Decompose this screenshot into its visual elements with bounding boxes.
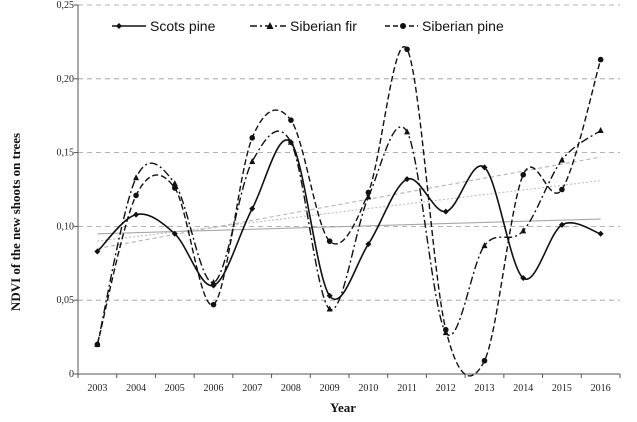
point-siberian-pine-2012 bbox=[442, 326, 449, 333]
point-siberian-fir-2006 bbox=[210, 278, 217, 285]
y-tick-label-3: 0,15 bbox=[57, 148, 75, 159]
point-scots-pine-2005 bbox=[171, 230, 178, 237]
trend-line-siberian-pine bbox=[97, 180, 601, 242]
point-scots-pine-2011 bbox=[404, 176, 411, 183]
x-tick-label-2016: 2016 bbox=[591, 383, 611, 394]
legend: Scots pine Siberian fir Siberian pine bbox=[112, 18, 504, 34]
point-siberian-pine-2006 bbox=[210, 301, 217, 308]
series-line-siberian-fir bbox=[96, 126, 602, 345]
point-siberian-fir-2013 bbox=[481, 242, 488, 249]
legend-marker-siberian-fir bbox=[266, 22, 274, 29]
x-tick-label-2007: 2007 bbox=[242, 383, 262, 394]
series-markers bbox=[94, 46, 604, 364]
x-tick-label-2014: 2014 bbox=[513, 383, 533, 394]
x-tick-label-2015: 2015 bbox=[552, 383, 572, 394]
legend-marker-siberian-pine bbox=[400, 23, 406, 29]
point-scots-pine-2014 bbox=[520, 275, 527, 282]
legend-item-scots-pine: Scots pine bbox=[112, 18, 216, 34]
x-tick-label-2008: 2008 bbox=[281, 383, 301, 394]
point-scots-pine-2004 bbox=[133, 211, 140, 218]
x-tick-label-2011: 2011 bbox=[397, 383, 417, 394]
point-siberian-fir-2014 bbox=[520, 227, 527, 234]
grid-lines bbox=[78, 4, 620, 301]
x-tick-label-2003: 2003 bbox=[87, 383, 107, 394]
point-siberian-pine-2016 bbox=[597, 56, 604, 63]
axes bbox=[74, 4, 621, 378]
x-tick-label-2006: 2006 bbox=[204, 383, 224, 394]
point-siberian-pine-2004 bbox=[133, 192, 139, 199]
x-tick-label-2005: 2005 bbox=[165, 383, 185, 394]
x-tick-label-2004: 2004 bbox=[126, 383, 146, 394]
x-tick-label-2010: 2010 bbox=[358, 383, 378, 394]
point-siberian-fir-2004 bbox=[133, 174, 140, 181]
point-siberian-pine-2005 bbox=[171, 185, 178, 191]
x-tick-label-2013: 2013 bbox=[475, 383, 495, 394]
point-siberian-pine-2009 bbox=[326, 238, 333, 244]
x-tick-label-2009: 2009 bbox=[320, 383, 340, 394]
point-siberian-pine-2015 bbox=[559, 186, 565, 193]
legend-label-siberian-pine: Siberian pine bbox=[422, 18, 504, 34]
trend-line-siberian-fir bbox=[97, 156, 601, 250]
point-scots-pine-2012 bbox=[442, 208, 449, 215]
series-line-siberian-pine bbox=[96, 46, 602, 377]
y-tick-label-2: 0,10 bbox=[57, 221, 75, 232]
point-siberian-pine-2011 bbox=[404, 46, 410, 53]
point-siberian-fir-2008 bbox=[287, 138, 294, 145]
y-tick-label-0: 0 bbox=[69, 369, 74, 380]
point-scots-pine-2010 bbox=[365, 241, 372, 248]
point-siberian-pine-2007 bbox=[249, 135, 256, 141]
trend-lines bbox=[97, 156, 601, 250]
x-tick-label-2012: 2012 bbox=[436, 383, 456, 394]
point-siberian-fir-2011 bbox=[404, 128, 411, 135]
point-siberian-fir-2009 bbox=[326, 305, 333, 312]
point-siberian-fir-2005 bbox=[171, 180, 178, 187]
point-siberian-fir-2007 bbox=[249, 157, 256, 164]
tick-labels: 2003 2004 2005 2006 2007 2008 2009 2010 2011 2012… bbox=[57, 0, 611, 394]
point-scots-pine-2003 bbox=[94, 248, 101, 255]
y-tick-label-1: 0,05 bbox=[57, 295, 75, 306]
point-scots-pine-2013 bbox=[481, 164, 488, 171]
legend-label-scots-pine: Scots pine bbox=[150, 18, 216, 34]
legend-label-siberian-fir: Siberian fir bbox=[290, 18, 357, 34]
point-siberian-pine-2010 bbox=[365, 189, 372, 196]
legend-item-siberian-fir: Siberian fir bbox=[250, 18, 357, 34]
point-siberian-fir-2010 bbox=[365, 193, 372, 200]
y-tick-label-5: 0,25 bbox=[57, 0, 75, 11]
y-tick-label-4: 0,20 bbox=[57, 74, 75, 85]
point-siberian-pine-2013 bbox=[481, 357, 488, 364]
point-siberian-fir-2016 bbox=[597, 126, 604, 133]
point-siberian-pine-2014 bbox=[520, 171, 527, 178]
point-siberian-fir-2015 bbox=[558, 156, 565, 163]
point-scots-pine-2007 bbox=[249, 205, 256, 212]
series-line-scots-pine bbox=[96, 139, 601, 300]
point-scots-pine-2009 bbox=[326, 292, 333, 299]
point-siberian-pine-2008 bbox=[288, 117, 294, 123]
point-scots-pine-2015 bbox=[558, 221, 565, 228]
point-scots-pine-2016 bbox=[597, 230, 604, 237]
legend-marker-scots-pine bbox=[116, 23, 122, 29]
y-axis-title: NDVI of the new shoots on trees bbox=[8, 133, 23, 311]
x-axis-title: Year bbox=[330, 400, 356, 415]
legend-item-siberian-pine: Siberian pine bbox=[385, 18, 504, 34]
point-siberian-pine-2003 bbox=[94, 341, 101, 348]
